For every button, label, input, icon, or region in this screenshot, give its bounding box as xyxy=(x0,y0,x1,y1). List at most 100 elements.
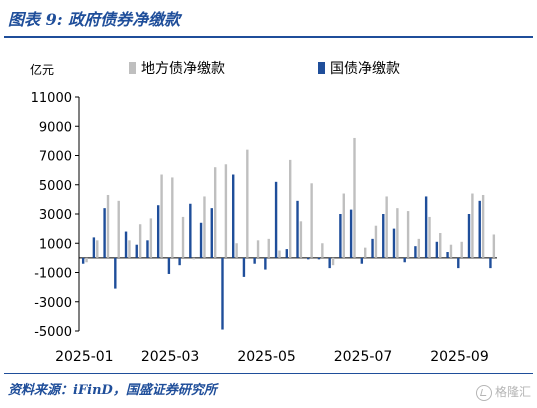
x-tick-label: 2025-09 xyxy=(430,349,489,365)
bar xyxy=(489,257,492,269)
bar xyxy=(103,208,106,258)
bar xyxy=(353,137,356,258)
y-tick-label: 9000 xyxy=(39,120,72,135)
legend-label: 国债净缴款 xyxy=(330,61,400,77)
y-tick-label: -3000 xyxy=(34,296,72,311)
bar xyxy=(307,257,310,260)
source-note: 资料来源：iFinD，国盛证券研究所 xyxy=(8,383,217,398)
bar xyxy=(467,214,471,258)
bar xyxy=(446,252,449,258)
bar xyxy=(364,247,367,258)
figure-title: 图表 9: 政府债券净缴款 xyxy=(8,10,181,29)
chart-legend: 地方债净缴款 国债净缴款 xyxy=(129,61,400,77)
bar xyxy=(460,241,463,258)
bar xyxy=(138,224,142,258)
bar xyxy=(92,237,96,258)
y-tick-labels: 11000 9000 7000 5000 3000 1000 -1000 -3000 -5000 xyxy=(31,91,72,340)
bar xyxy=(285,249,288,258)
bar xyxy=(199,222,203,258)
y-tick-label: 1000 xyxy=(39,237,72,252)
legend-label: 地方债净缴款 xyxy=(141,61,225,77)
x-tick-labels: 2025-01 2025-03 2025-05 2025-07 2025-09 xyxy=(55,349,489,365)
watermark-text: 格隆汇 xyxy=(494,385,531,399)
chart-axes xyxy=(75,96,497,332)
bar xyxy=(235,243,238,258)
bar xyxy=(114,257,117,289)
source-divider xyxy=(4,373,533,374)
y-tick-label: -1000 xyxy=(34,267,72,282)
bar xyxy=(106,194,110,258)
bar xyxy=(414,246,417,258)
title-divider xyxy=(4,36,533,38)
y-tick-label: 7000 xyxy=(39,150,72,165)
chart-bars xyxy=(81,137,496,330)
legend-swatch xyxy=(129,62,136,74)
bar xyxy=(267,238,270,258)
bar xyxy=(481,194,485,258)
bar xyxy=(242,257,246,277)
bar xyxy=(96,240,99,258)
bar xyxy=(181,216,185,258)
bar xyxy=(149,218,153,258)
bar xyxy=(385,196,388,258)
legend-swatch xyxy=(318,62,325,74)
bar xyxy=(417,238,421,258)
bar xyxy=(264,257,267,270)
bar xyxy=(213,167,217,258)
bar xyxy=(278,250,281,258)
bar xyxy=(299,221,303,258)
y-tick-label: 11000 xyxy=(31,91,72,106)
bar xyxy=(128,240,131,258)
bar xyxy=(160,174,163,258)
bar xyxy=(321,243,324,258)
y-tick-label: 3000 xyxy=(39,208,72,223)
bar xyxy=(85,257,88,263)
bar xyxy=(349,209,353,258)
bar xyxy=(328,257,331,269)
y-tick-label: -5000 xyxy=(34,325,72,340)
bar xyxy=(210,208,213,258)
bar xyxy=(171,177,174,258)
bar xyxy=(296,200,299,258)
bar xyxy=(310,183,313,258)
bar xyxy=(371,238,374,258)
x-tick-label: 2025-05 xyxy=(237,349,296,365)
bar xyxy=(289,159,292,258)
bar xyxy=(457,257,460,269)
bar xyxy=(424,196,428,258)
bar xyxy=(392,228,396,258)
x-tick-label: 2025-01 xyxy=(55,349,114,365)
bar xyxy=(382,214,385,258)
bar xyxy=(178,257,181,266)
bar xyxy=(135,244,138,258)
bar xyxy=(435,241,439,258)
bar xyxy=(203,196,206,258)
bar xyxy=(339,214,342,258)
bar xyxy=(124,231,128,258)
x-tick-label: 2025-07 xyxy=(334,349,393,365)
x-tick-label: 2025-03 xyxy=(141,349,200,365)
bar xyxy=(471,193,474,258)
bar xyxy=(253,257,256,264)
bar xyxy=(189,203,192,258)
bar xyxy=(156,205,160,258)
bar xyxy=(221,257,224,330)
bar xyxy=(167,257,171,274)
bar xyxy=(232,174,235,258)
bar xyxy=(274,181,278,258)
watermark-logo-icon xyxy=(475,384,492,401)
bar xyxy=(342,193,345,258)
bar xyxy=(403,257,406,263)
bar xyxy=(396,208,399,258)
bar xyxy=(374,225,378,258)
y-axis-unit-label: 亿元 xyxy=(30,62,54,77)
bar xyxy=(492,234,496,258)
bar xyxy=(360,257,364,264)
bar xyxy=(146,240,149,258)
bar xyxy=(406,211,410,258)
bar xyxy=(331,257,335,266)
watermark: 格隆汇 xyxy=(475,383,531,401)
bar xyxy=(449,244,453,258)
bar xyxy=(224,164,228,258)
